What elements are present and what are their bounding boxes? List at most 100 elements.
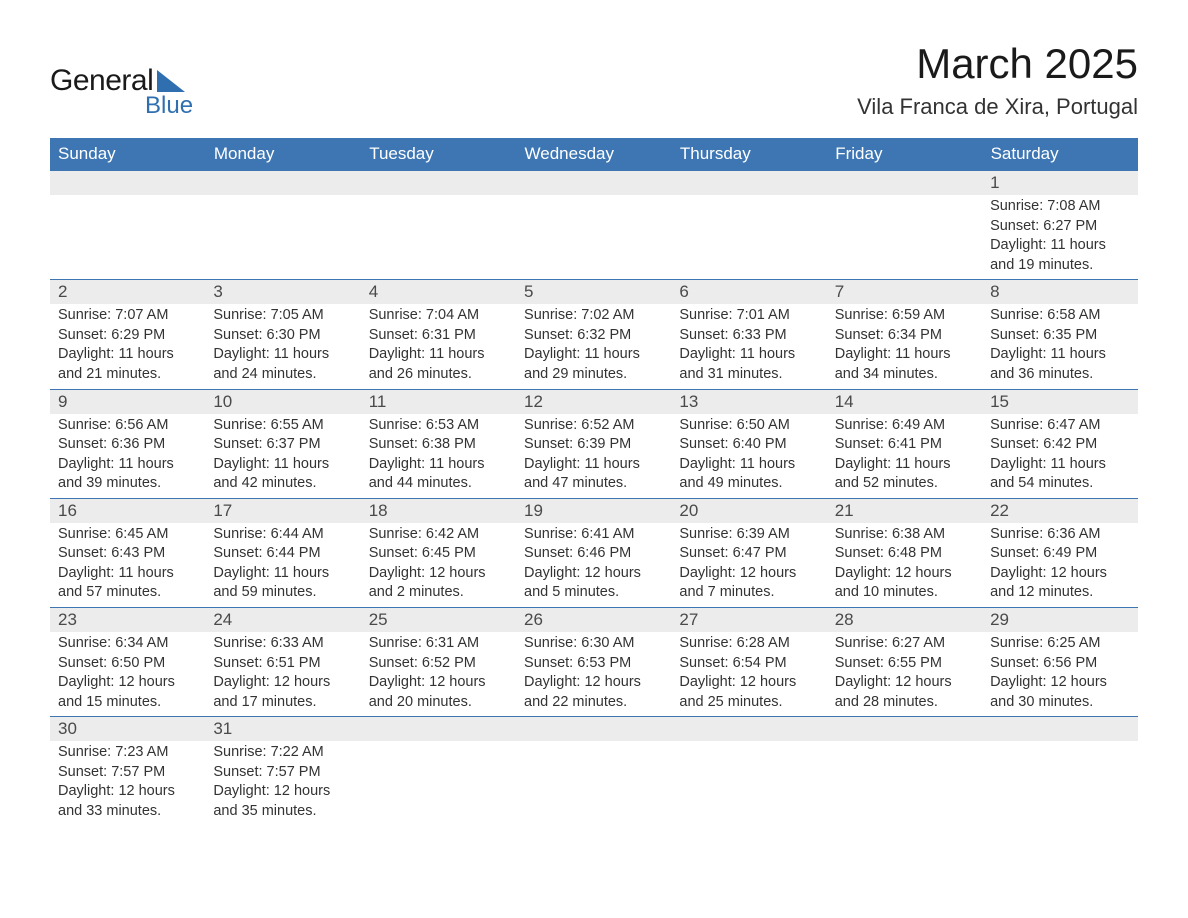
day-daylight1: Daylight: 11 hours: [679, 345, 818, 365]
day-daylight1: Daylight: 12 hours: [213, 782, 352, 802]
day-sunrise: Sunrise: 7:07 AM: [58, 306, 197, 326]
day-number-cell: [671, 717, 826, 742]
day-daylight2: and 24 minutes.: [213, 365, 352, 385]
day-daylight2: and 17 minutes.: [213, 693, 352, 713]
day-sunrise: Sunrise: 6:44 AM: [213, 525, 352, 545]
day-sunrise: Sunrise: 7:23 AM: [58, 743, 197, 763]
day-detail-cell: Sunrise: 6:50 AMSunset: 6:40 PMDaylight:…: [671, 414, 826, 499]
day-daylight2: and 57 minutes.: [58, 583, 197, 603]
day-sunrise: Sunrise: 6:56 AM: [58, 416, 197, 436]
location: Vila Franca de Xira, Portugal: [857, 94, 1138, 120]
day-number-row: 3031: [50, 717, 1138, 742]
weekday-header: Friday: [827, 138, 982, 171]
day-sunset: Sunset: 6:45 PM: [369, 544, 508, 564]
day-detail-cell: Sunrise: 6:42 AMSunset: 6:45 PMDaylight:…: [361, 523, 516, 608]
day-detail-cell: Sunrise: 6:28 AMSunset: 6:54 PMDaylight:…: [671, 632, 826, 717]
day-daylight2: and 52 minutes.: [835, 474, 974, 494]
day-number-cell: 7: [827, 280, 982, 305]
day-detail-cell: Sunrise: 6:25 AMSunset: 6:56 PMDaylight:…: [982, 632, 1137, 717]
day-daylight2: and 26 minutes.: [369, 365, 508, 385]
day-detail-cell: Sunrise: 6:49 AMSunset: 6:41 PMDaylight:…: [827, 414, 982, 499]
day-number-cell: 25: [361, 608, 516, 633]
day-detail-cell: [516, 741, 671, 825]
day-detail-cell: Sunrise: 6:44 AMSunset: 6:44 PMDaylight:…: [205, 523, 360, 608]
day-number-cell: 4: [361, 280, 516, 305]
day-sunset: Sunset: 6:47 PM: [679, 544, 818, 564]
day-number-cell: 17: [205, 498, 360, 523]
day-sunset: Sunset: 6:39 PM: [524, 435, 663, 455]
day-daylight1: Daylight: 11 hours: [524, 345, 663, 365]
calendar-header-row: SundayMondayTuesdayWednesdayThursdayFrid…: [50, 138, 1138, 171]
day-number-cell: [827, 171, 982, 196]
day-daylight2: and 59 minutes.: [213, 583, 352, 603]
day-sunset: Sunset: 6:36 PM: [58, 435, 197, 455]
day-number-cell: 29: [982, 608, 1137, 633]
day-sunset: Sunset: 6:49 PM: [990, 544, 1129, 564]
day-sunrise: Sunrise: 6:49 AM: [835, 416, 974, 436]
day-daylight2: and 47 minutes.: [524, 474, 663, 494]
day-number-cell: [361, 717, 516, 742]
day-daylight2: and 7 minutes.: [679, 583, 818, 603]
day-sunrise: Sunrise: 6:25 AM: [990, 634, 1129, 654]
day-daylight1: Daylight: 12 hours: [835, 673, 974, 693]
day-sunrise: Sunrise: 6:34 AM: [58, 634, 197, 654]
day-number-cell: 20: [671, 498, 826, 523]
day-sunrise: Sunrise: 7:05 AM: [213, 306, 352, 326]
day-detail-cell: Sunrise: 6:30 AMSunset: 6:53 PMDaylight:…: [516, 632, 671, 717]
day-sunset: Sunset: 6:31 PM: [369, 326, 508, 346]
day-detail-cell: Sunrise: 6:27 AMSunset: 6:55 PMDaylight:…: [827, 632, 982, 717]
day-number-row: 1: [50, 171, 1138, 196]
day-detail-cell: Sunrise: 6:55 AMSunset: 6:37 PMDaylight:…: [205, 414, 360, 499]
day-detail-cell: [516, 195, 671, 280]
day-detail-cell: Sunrise: 6:39 AMSunset: 6:47 PMDaylight:…: [671, 523, 826, 608]
day-sunset: Sunset: 6:55 PM: [835, 654, 974, 674]
day-daylight1: Daylight: 11 hours: [58, 345, 197, 365]
day-sunset: Sunset: 6:42 PM: [990, 435, 1129, 455]
day-number-cell: 10: [205, 389, 360, 414]
day-detail-cell: Sunrise: 6:58 AMSunset: 6:35 PMDaylight:…: [982, 304, 1137, 389]
day-daylight1: Daylight: 12 hours: [990, 564, 1129, 584]
day-number-cell: [205, 171, 360, 196]
day-detail-cell: Sunrise: 6:41 AMSunset: 6:46 PMDaylight:…: [516, 523, 671, 608]
day-number-cell: 21: [827, 498, 982, 523]
day-sunset: Sunset: 6:32 PM: [524, 326, 663, 346]
weekday-header: Sunday: [50, 138, 205, 171]
day-daylight1: Daylight: 11 hours: [679, 455, 818, 475]
day-detail-cell: Sunrise: 6:34 AMSunset: 6:50 PMDaylight:…: [50, 632, 205, 717]
day-number-cell: 26: [516, 608, 671, 633]
day-detail-row: Sunrise: 7:23 AMSunset: 7:57 PMDaylight:…: [50, 741, 1138, 825]
day-sunrise: Sunrise: 6:50 AM: [679, 416, 818, 436]
day-daylight1: Daylight: 12 hours: [990, 673, 1129, 693]
day-detail-cell: Sunrise: 7:05 AMSunset: 6:30 PMDaylight:…: [205, 304, 360, 389]
day-daylight2: and 33 minutes.: [58, 802, 197, 822]
day-number-cell: 2: [50, 280, 205, 305]
day-daylight2: and 10 minutes.: [835, 583, 974, 603]
day-daylight1: Daylight: 12 hours: [679, 564, 818, 584]
day-detail-cell: Sunrise: 6:56 AMSunset: 6:36 PMDaylight:…: [50, 414, 205, 499]
day-daylight1: Daylight: 11 hours: [58, 564, 197, 584]
day-daylight2: and 25 minutes.: [679, 693, 818, 713]
day-number-cell: [982, 717, 1137, 742]
day-daylight2: and 28 minutes.: [835, 693, 974, 713]
day-sunrise: Sunrise: 6:36 AM: [990, 525, 1129, 545]
logo-text-blue: Blue: [145, 92, 193, 120]
day-sunrise: Sunrise: 6:27 AM: [835, 634, 974, 654]
day-detail-cell: [205, 195, 360, 280]
day-daylight2: and 5 minutes.: [524, 583, 663, 603]
day-daylight1: Daylight: 11 hours: [990, 345, 1129, 365]
day-sunrise: Sunrise: 6:52 AM: [524, 416, 663, 436]
day-sunset: Sunset: 6:37 PM: [213, 435, 352, 455]
day-sunset: Sunset: 6:33 PM: [679, 326, 818, 346]
day-sunrise: Sunrise: 6:28 AM: [679, 634, 818, 654]
day-detail-row: Sunrise: 6:34 AMSunset: 6:50 PMDaylight:…: [50, 632, 1138, 717]
logo-text-general: General: [50, 64, 153, 98]
day-sunrise: Sunrise: 6:45 AM: [58, 525, 197, 545]
day-sunrise: Sunrise: 6:38 AM: [835, 525, 974, 545]
day-sunrise: Sunrise: 6:53 AM: [369, 416, 508, 436]
day-sunrise: Sunrise: 6:30 AM: [524, 634, 663, 654]
day-sunset: Sunset: 6:48 PM: [835, 544, 974, 564]
day-daylight1: Daylight: 11 hours: [213, 345, 352, 365]
day-daylight1: Daylight: 11 hours: [213, 455, 352, 475]
day-daylight1: Daylight: 12 hours: [679, 673, 818, 693]
day-number-cell: 12: [516, 389, 671, 414]
